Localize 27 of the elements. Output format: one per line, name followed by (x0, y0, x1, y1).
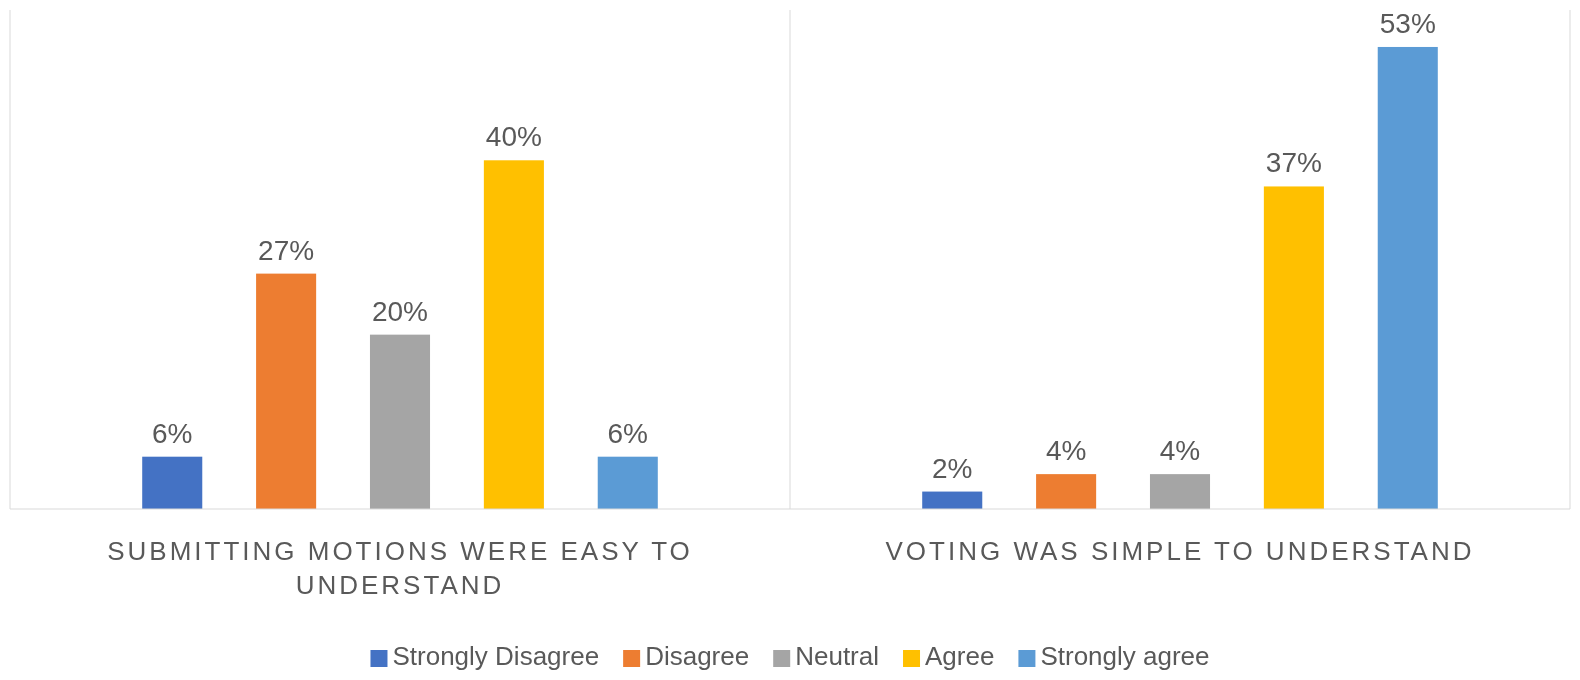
bar (369, 334, 431, 509)
bar (483, 160, 544, 509)
data-label: 4% (1045, 435, 1087, 467)
data-label: 27% (258, 234, 315, 266)
bar (142, 456, 203, 509)
bar (1263, 186, 1324, 509)
data-label: 53% (1379, 7, 1436, 39)
x-tick-label: VOTING WAS SIMPLE TO UNDERSTAND (885, 536, 1475, 566)
legend-label: Strongly Disagree (392, 641, 600, 671)
legend-label: Strongly agree (1040, 641, 1210, 671)
bar (922, 491, 983, 509)
data-label: 4% (1159, 435, 1201, 467)
bar (256, 273, 317, 509)
data-label: 6% (152, 417, 193, 449)
legend-label: Agree (925, 641, 995, 671)
data-label: 20% (371, 295, 429, 327)
data-label: 6% (607, 417, 648, 449)
bar (1149, 474, 1211, 509)
x-tick-label: SUBMITTING MOTIONS WERE EASY TO UNDERSTAND (107, 536, 693, 600)
bar (597, 456, 658, 509)
data-label: 2% (932, 452, 973, 484)
legend-label: Disagree (645, 641, 750, 671)
data-label: 40% (485, 121, 542, 153)
bar (1036, 474, 1097, 509)
bar (1377, 46, 1438, 509)
legend-label: Neutral (795, 641, 880, 671)
data-label: 37% (1265, 147, 1322, 179)
